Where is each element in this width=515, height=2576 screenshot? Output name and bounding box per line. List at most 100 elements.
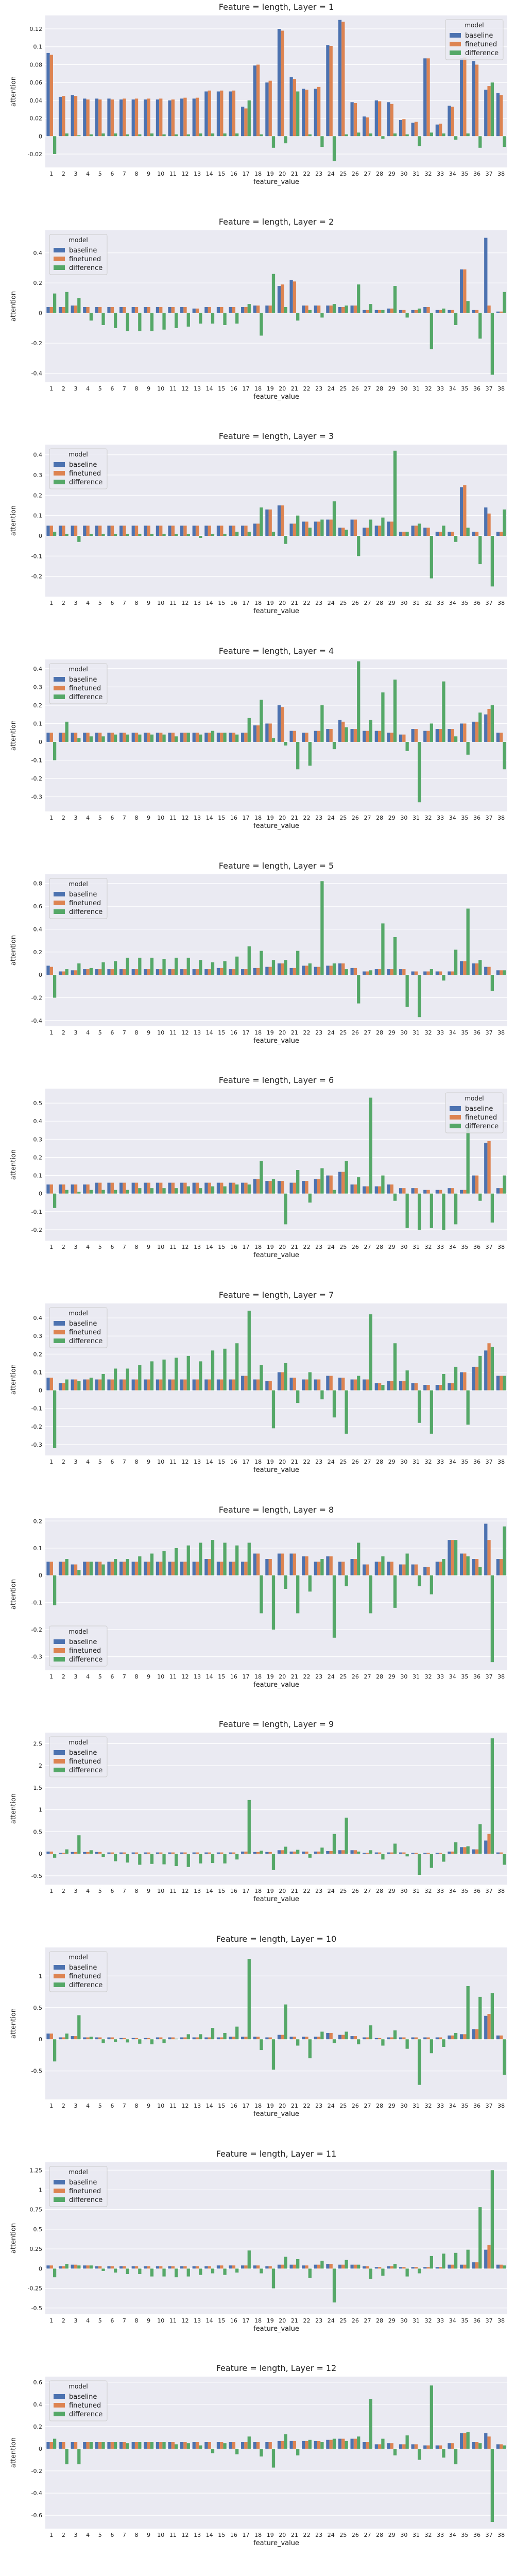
bar-difference — [357, 1177, 360, 1194]
x-tick-label: 36 — [473, 1459, 480, 1465]
x-tick-label: 26 — [352, 385, 359, 392]
x-tick-label: 25 — [339, 1244, 347, 1250]
bar-difference — [405, 1194, 409, 1228]
x-tick-label: 22 — [303, 1888, 311, 1894]
x-tick-label: 30 — [400, 1244, 407, 1250]
bar-difference — [223, 1186, 227, 1194]
bar-difference — [223, 2268, 227, 2275]
bar-finetuned — [281, 963, 284, 975]
bar-finetuned — [451, 2443, 454, 2449]
bar-baseline — [387, 969, 390, 975]
bar-difference — [247, 532, 251, 536]
x-tick-label: 15 — [218, 1029, 225, 1036]
bar-baseline — [168, 2442, 171, 2449]
x-tick-label: 27 — [364, 600, 371, 606]
bar-finetuned — [487, 967, 491, 975]
bar-difference — [430, 132, 433, 137]
bar-baseline — [326, 2263, 330, 2269]
bar-difference — [162, 1188, 166, 1194]
bar-difference — [490, 974, 494, 991]
x-tick-label: 27 — [364, 2317, 371, 2324]
bar-baseline — [399, 969, 403, 975]
bar-baseline — [71, 95, 74, 137]
x-tick-label: 30 — [400, 2103, 407, 2109]
x-tick-label: 22 — [303, 2103, 311, 2109]
x-tick-label: 5 — [98, 2103, 102, 2109]
bar-difference — [223, 133, 227, 137]
bar-finetuned — [74, 1852, 78, 1854]
x-tick-label: 31 — [413, 2103, 420, 2109]
bar-baseline — [95, 1379, 99, 1391]
x-tick-label: 38 — [497, 600, 505, 606]
bar-finetuned — [390, 1852, 393, 1854]
bar-finetuned — [183, 2266, 187, 2269]
x-tick-label: 19 — [267, 600, 274, 606]
bar-finetuned — [110, 526, 114, 536]
bar-baseline — [95, 526, 99, 536]
bar-baseline — [131, 2038, 135, 2040]
bar-finetuned — [329, 1851, 333, 1854]
bar-finetuned — [49, 2442, 53, 2449]
bar-baseline — [387, 1184, 390, 1194]
bar-baseline — [83, 969, 87, 975]
x-tick-label: 22 — [303, 815, 311, 821]
bar-baseline — [131, 969, 135, 975]
x-tick-label: 38 — [497, 385, 505, 392]
bar-finetuned — [402, 734, 406, 742]
bar-finetuned — [110, 969, 114, 975]
bar-difference — [296, 2449, 300, 2456]
x-tick-label: 5 — [98, 171, 102, 177]
bar-difference — [199, 2445, 202, 2449]
x-tick-label: 3 — [74, 1029, 78, 1036]
bar-finetuned — [49, 307, 53, 313]
x-tick-label: 16 — [230, 600, 237, 606]
bar-difference — [442, 2039, 445, 2047]
x-axis-label: feature_value — [253, 1466, 299, 1474]
bar-difference — [53, 2039, 57, 2062]
legend-label-finetuned: finetuned — [69, 1973, 101, 1980]
x-tick-label: 10 — [157, 2103, 164, 2109]
bar-difference — [235, 1854, 239, 1860]
bar-difference — [454, 1842, 458, 1854]
x-tick-label: 37 — [486, 1673, 493, 1680]
x-tick-label: 37 — [486, 2532, 493, 2538]
bar-finetuned — [390, 969, 393, 975]
x-tick-label: 3 — [74, 385, 78, 392]
bar-baseline — [472, 2029, 475, 2040]
bar-difference — [150, 1854, 154, 1865]
bar-difference — [284, 960, 287, 975]
bar-finetuned — [341, 1850, 345, 1854]
bar-baseline — [496, 532, 500, 536]
bar-finetuned — [487, 514, 491, 536]
x-axis-label: feature_value — [253, 1895, 299, 1903]
x-tick-label: 24 — [328, 1459, 335, 1465]
bar-difference — [478, 713, 482, 742]
bar-baseline — [374, 1383, 378, 1391]
bar-finetuned — [281, 2441, 284, 2449]
bar-finetuned — [171, 1182, 175, 1194]
bar-difference — [199, 2268, 202, 2275]
bar-difference — [53, 532, 57, 536]
y-tick-label: 0 — [39, 1387, 42, 1394]
bar-baseline — [411, 2444, 415, 2449]
bar-finetuned — [74, 1379, 78, 1391]
x-tick-label: 8 — [135, 2532, 139, 2538]
bar-baseline — [459, 1847, 464, 1854]
bar-difference — [405, 2435, 409, 2449]
bar-baseline — [411, 2037, 415, 2040]
bar-difference — [393, 1843, 397, 1854]
bar-finetuned — [74, 526, 78, 536]
bar-difference — [247, 1800, 251, 1854]
bar-finetuned — [256, 64, 260, 137]
bar-difference — [199, 960, 202, 975]
x-tick-label: 28 — [376, 600, 383, 606]
bar-difference — [162, 2442, 166, 2449]
x-tick-label: 7 — [123, 1888, 126, 1894]
x-tick-label: 1 — [49, 2103, 53, 2109]
bar-baseline — [277, 1553, 281, 1575]
bar-baseline — [423, 2266, 427, 2269]
y-tick-label: 0 — [39, 133, 42, 140]
legend-swatch-baseline — [449, 1106, 461, 1111]
bar-baseline — [363, 971, 366, 975]
bar-difference — [260, 2268, 263, 2274]
